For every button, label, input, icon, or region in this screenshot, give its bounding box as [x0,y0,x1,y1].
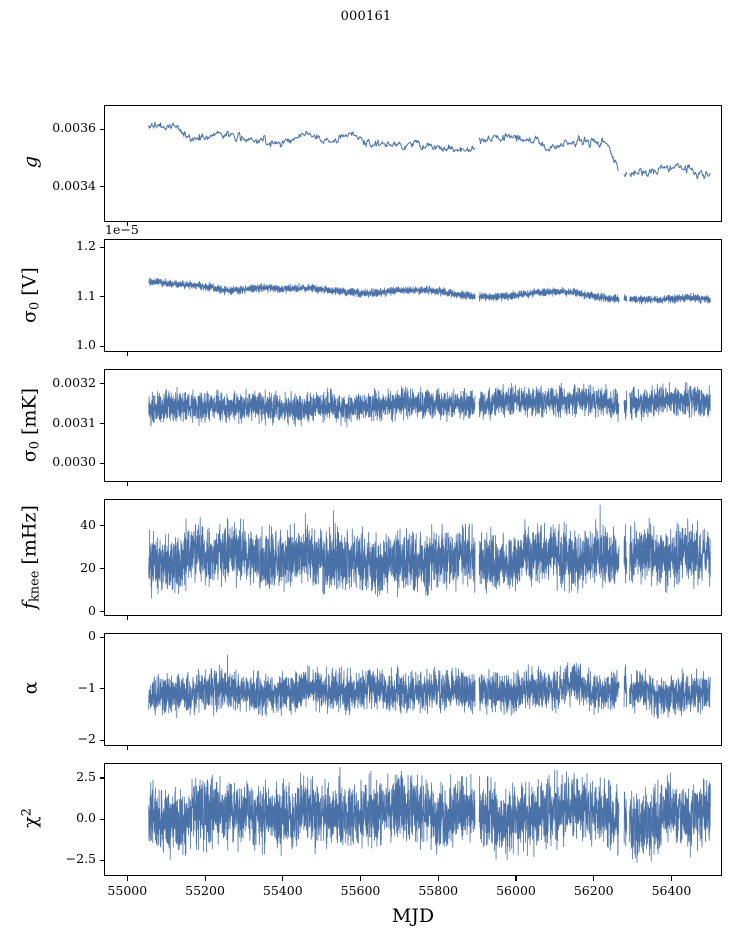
y-tick-mark [100,739,104,741]
y-tick-mark [100,777,104,779]
plot-area-alpha [148,654,711,720]
y-tick-mark [100,568,104,570]
x-tick-label: 56400 [651,883,692,898]
y-tick-label-fknee: 20 [80,559,96,575]
x-tick-label: 55800 [418,883,459,898]
plot-area-gain [148,121,711,180]
data-trace-gain [148,121,711,180]
x-tick-stub [126,616,128,620]
y-tick-label-alpha: −2 [77,731,96,747]
y-tick-label-alpha: 0 [88,628,96,644]
y-tick-mark [100,383,104,385]
y-tick-mark [100,186,104,188]
data-trace-fknee [148,504,711,599]
x-tick-mark [359,876,362,881]
y-tick-mark [100,859,104,861]
y-tick-mark [100,423,104,425]
y-tick-label-gain: 0.0034 [52,177,96,193]
y-tick-label-chi2: 2.5 [76,768,96,784]
x-tick-mark [282,876,284,881]
y-tick-mark [100,128,104,130]
x-axis-label: MJD [391,905,435,927]
x-tick-label: 56000 [496,883,536,898]
plot-panel-gain [104,105,722,222]
x-tick-mark [515,876,517,881]
y-tick-label-sigma0-volt: 1.0 [76,337,96,353]
x-tick-label: 56200 [573,883,614,898]
x-tick-stub [126,222,128,226]
x-tick-stub [126,482,128,486]
y-tick-label-chi2: 0.0 [76,810,96,826]
y-tick-mark [100,462,104,464]
data-trace-alpha [148,654,711,720]
y-tick-label-sigma0-mk: 0.0032 [52,374,96,390]
y-tick-mark [100,818,104,820]
plot-panel-sigma0-volt [104,239,722,352]
y-axis-offset-text-sigma0-volt: 1e−5 [105,222,139,237]
x-tick-label: 55200 [185,883,225,898]
y-tick-label-gain: 0.0036 [52,120,96,135]
x-tick-label: 55600 [340,883,381,898]
y-tick-label-fknee: 0 [88,602,96,618]
y-tick-label-sigma0-volt: 1.2 [76,238,96,254]
y-tick-label-sigma0-volt: 1.1 [76,287,96,303]
y-tick-mark [100,611,104,613]
y-tick-mark [100,636,104,638]
plot-panel-chi2 [104,763,722,876]
x-tick-label: 55400 [262,883,303,898]
plot-area-chi2 [148,767,711,864]
y-tick-mark [100,525,104,527]
data-trace-chi2 [148,767,711,864]
x-tick-stub [126,352,128,356]
plot-panel-sigma0-mk [104,369,722,482]
plot-area-sigma0-volt [148,277,711,305]
data-trace-sigma0-mk [148,382,711,428]
figure-title: 000161 [340,9,392,24]
y-tick-mark [100,296,104,298]
x-tick-mark [593,876,595,881]
plot-area-fknee [148,504,711,599]
y-tick-mark [100,345,104,347]
y-tick-label-sigma0-mk: 0.0030 [52,454,96,470]
plot-panel-fknee [104,499,722,616]
x-tick-mark [204,876,206,881]
x-tick-stub [126,746,128,750]
y-tick-mark [100,688,104,690]
x-tick-mark [670,876,672,881]
x-tick-mark [126,876,128,881]
data-trace-sigma0-volt [148,277,711,305]
x-tick-mark [437,876,439,881]
y-tick-label-chi2: −2.5 [65,851,96,867]
y-tick-label-fknee: 40 [80,516,96,532]
y-axis-label-chi2: χ2 [19,807,41,828]
x-tick-label: 55000 [107,883,148,898]
plot-area-sigma0-mk [148,382,711,428]
y-tick-mark [100,246,104,248]
y-tick-label-sigma0-mk: 0.0031 [52,414,96,430]
plot-panel-alpha [104,633,722,746]
y-tick-label-alpha: −1 [77,679,96,695]
